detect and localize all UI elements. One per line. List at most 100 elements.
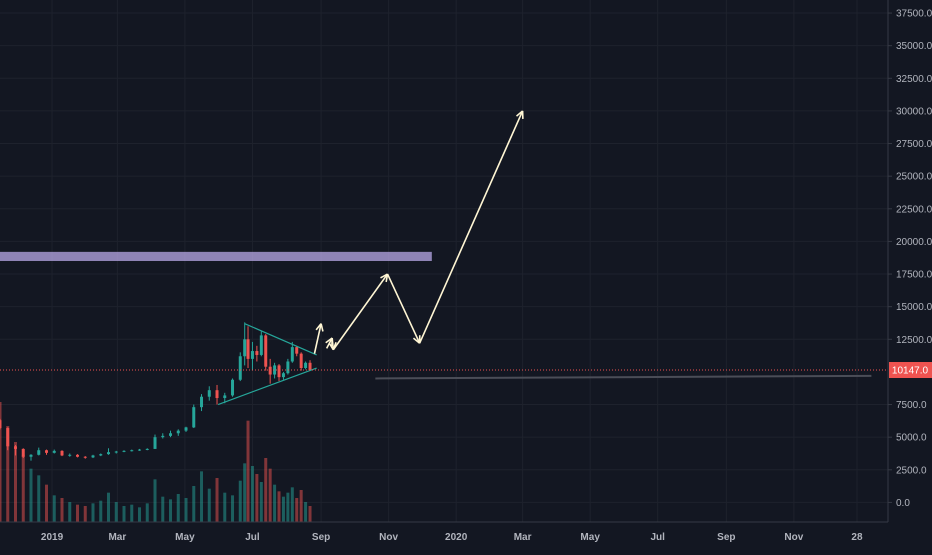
volume-bar bbox=[255, 474, 258, 522]
time-tick-label: Nov bbox=[784, 532, 803, 543]
volume-bar bbox=[247, 421, 250, 522]
volume-bar bbox=[295, 498, 298, 522]
price-tick-label: 37500.0 bbox=[896, 9, 932, 20]
candle-body bbox=[37, 450, 40, 455]
candle-body bbox=[309, 363, 312, 370]
candle-body bbox=[30, 455, 33, 457]
candle-body bbox=[14, 446, 17, 449]
time-tick-label: Jul bbox=[245, 532, 260, 543]
volume-bar bbox=[92, 503, 95, 522]
volume-bar bbox=[304, 502, 307, 522]
volume-bar bbox=[130, 505, 133, 522]
candle-body bbox=[84, 457, 87, 458]
volume-bar bbox=[177, 494, 180, 522]
volume-bar bbox=[154, 479, 157, 522]
candle-body bbox=[45, 450, 48, 453]
candle-body bbox=[286, 361, 289, 373]
candle-body bbox=[255, 351, 258, 355]
volume-bar bbox=[200, 471, 203, 522]
candle-body bbox=[68, 455, 71, 456]
candle-body bbox=[243, 339, 246, 356]
candle-body bbox=[304, 363, 307, 368]
price-tick-label: 35000.0 bbox=[896, 41, 932, 52]
price-tick-label: 5000.0 bbox=[896, 433, 927, 444]
candle-body bbox=[192, 407, 195, 427]
volume-bar bbox=[61, 498, 64, 522]
candle-body bbox=[300, 354, 303, 368]
last-price-label: 10147.0 bbox=[892, 366, 929, 377]
candle-body bbox=[161, 436, 164, 437]
price-tick-label: 17500.0 bbox=[896, 270, 932, 281]
volume-bar bbox=[123, 506, 126, 522]
candle-body bbox=[61, 451, 64, 456]
candle-body bbox=[0, 420, 2, 428]
candle-body bbox=[200, 397, 203, 407]
candle-body bbox=[208, 390, 211, 397]
volume-bar bbox=[161, 497, 164, 522]
last-price-marker: 10147.0 bbox=[889, 362, 932, 378]
time-tick-label: Nov bbox=[379, 532, 398, 543]
volume-bar bbox=[68, 502, 71, 522]
volume-bar bbox=[278, 491, 281, 522]
volume-bar bbox=[251, 466, 254, 522]
price-tick-label: 32500.0 bbox=[896, 74, 932, 85]
volume-bar bbox=[99, 501, 102, 522]
candle-body bbox=[53, 451, 56, 453]
candle-body bbox=[223, 395, 226, 398]
volume-bar bbox=[223, 493, 226, 522]
candle-body bbox=[269, 367, 272, 375]
time-tick-label: Sep bbox=[717, 532, 735, 543]
time-tick-label: Jul bbox=[650, 532, 665, 543]
volume-bar bbox=[286, 493, 289, 522]
price-tick-label: 7500.0 bbox=[896, 400, 927, 411]
candle-body bbox=[264, 335, 267, 366]
price-tick-label: 22500.0 bbox=[896, 204, 932, 215]
price-tick-label: 15000.0 bbox=[896, 302, 932, 313]
volume-bar bbox=[282, 497, 285, 522]
time-tick-label: 2020 bbox=[445, 532, 468, 543]
volume-bar bbox=[260, 482, 263, 522]
time-tick-label: May bbox=[580, 532, 600, 543]
candle-body bbox=[22, 449, 25, 457]
candle-body bbox=[76, 455, 79, 457]
price-tick-label: 2500.0 bbox=[896, 465, 927, 476]
volume-bar bbox=[30, 469, 33, 522]
volume-bar bbox=[169, 499, 172, 522]
price-tick-label: 0.0 bbox=[896, 498, 910, 509]
resistance-zone bbox=[0, 252, 432, 261]
candle-body bbox=[260, 335, 263, 355]
candle-body bbox=[99, 454, 102, 455]
volume-bar bbox=[208, 489, 211, 522]
time-tick-label: Mar bbox=[108, 532, 126, 543]
price-tick-label: 30000.0 bbox=[896, 106, 932, 117]
candle-body bbox=[146, 449, 149, 450]
candle-body bbox=[107, 452, 110, 454]
price-tick-label: 12500.0 bbox=[896, 335, 932, 346]
candle-body bbox=[295, 347, 298, 354]
candle-body bbox=[169, 433, 172, 436]
time-tick-label: May bbox=[175, 532, 195, 543]
candle-body bbox=[247, 339, 250, 359]
price-tick-label: 25000.0 bbox=[896, 172, 932, 183]
volume-bar bbox=[216, 478, 219, 522]
candle-body bbox=[291, 347, 294, 361]
price-tick-label: 27500.0 bbox=[896, 139, 932, 150]
candle-body bbox=[123, 451, 126, 452]
candle-body bbox=[278, 365, 281, 377]
volume-bar bbox=[273, 485, 276, 522]
candle-body bbox=[6, 428, 9, 446]
volume-bar bbox=[269, 469, 272, 522]
volume-bar bbox=[291, 487, 294, 522]
volume-bar bbox=[264, 458, 267, 522]
volume-bar bbox=[192, 486, 195, 522]
candle-body bbox=[154, 437, 157, 449]
volume-bar bbox=[107, 493, 110, 522]
candle-body bbox=[231, 380, 234, 396]
volume-bar bbox=[37, 475, 40, 522]
volume-bar bbox=[231, 495, 234, 522]
candle-body bbox=[130, 450, 133, 451]
candle-body bbox=[115, 452, 118, 453]
volume-bar bbox=[53, 495, 56, 522]
